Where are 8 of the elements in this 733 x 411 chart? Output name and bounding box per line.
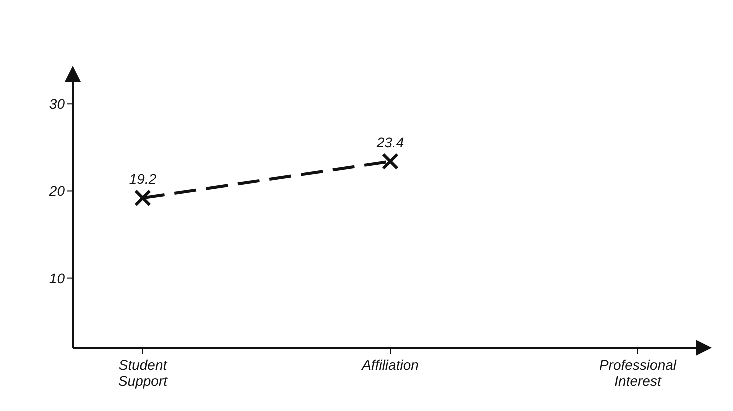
x-tick-label: Student Support (118, 357, 169, 389)
x-tick-label: Professional Interest (599, 357, 678, 389)
data-label: 23.4 (376, 134, 404, 151)
y-tick-label: 20 (48, 183, 66, 200)
y-tick-label: 30 (49, 96, 66, 112)
y-tick-label: 10 (49, 270, 66, 286)
x-tick-label: Affiliation (361, 357, 420, 373)
data-label: 19.2 (129, 171, 157, 188)
